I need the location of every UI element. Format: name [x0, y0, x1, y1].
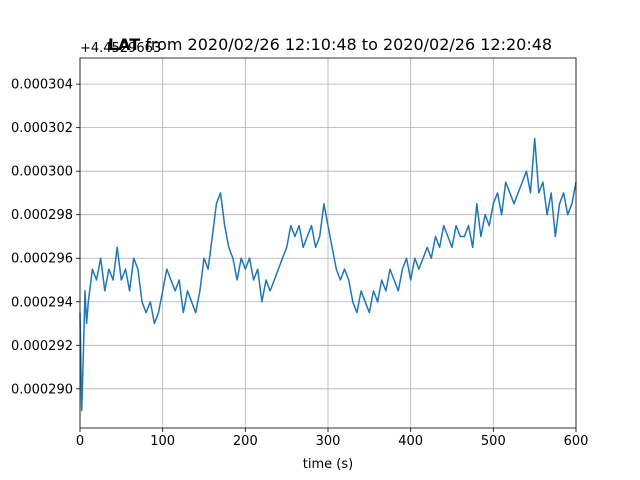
- x-tick-label: 0: [76, 434, 84, 449]
- chart-title: LAT from 2020/02/26 12:10:48 to 2020/02/…: [108, 35, 552, 54]
- x-axis-label: time (s): [303, 457, 353, 472]
- y-axis: 0.000290 0.000292 0.000294 0.000296 0.000298…: [11, 78, 80, 397]
- x-tick-label: 300: [316, 434, 341, 449]
- y-tick-label: 0.000304: [11, 78, 73, 93]
- grid: [79, 58, 577, 428]
- x-tick-label: 600: [564, 434, 589, 449]
- x-tick-label: 100: [150, 434, 175, 449]
- x-tick-label: 200: [233, 434, 258, 449]
- y-tick-label: 0.000290: [11, 382, 73, 397]
- y-tick-label: 0.000300: [11, 165, 73, 180]
- y-offset-label: +4.4529663: [80, 41, 161, 56]
- series-line: [79, 137, 577, 412]
- x-axis: 0 100 200 300 400 500 600: [76, 428, 589, 449]
- chart-title-rest: from 2020/02/26 12:10:48 to 2020/02/26 1…: [140, 35, 552, 54]
- y-tick-label: 0.000292: [11, 339, 73, 354]
- chart-title-bold: LAT: [108, 35, 140, 54]
- x-tick-label: 400: [398, 434, 423, 449]
- y-tick-label: 0.000296: [11, 252, 73, 267]
- y-tick-label: 0.000294: [11, 295, 73, 310]
- x-tick-label: 500: [481, 434, 506, 449]
- y-tick-label: 0.000302: [11, 121, 73, 136]
- y-tick-label: 0.000298: [11, 208, 73, 223]
